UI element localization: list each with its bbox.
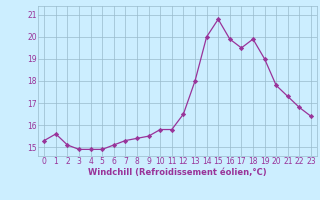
X-axis label: Windchill (Refroidissement éolien,°C): Windchill (Refroidissement éolien,°C) — [88, 168, 267, 177]
